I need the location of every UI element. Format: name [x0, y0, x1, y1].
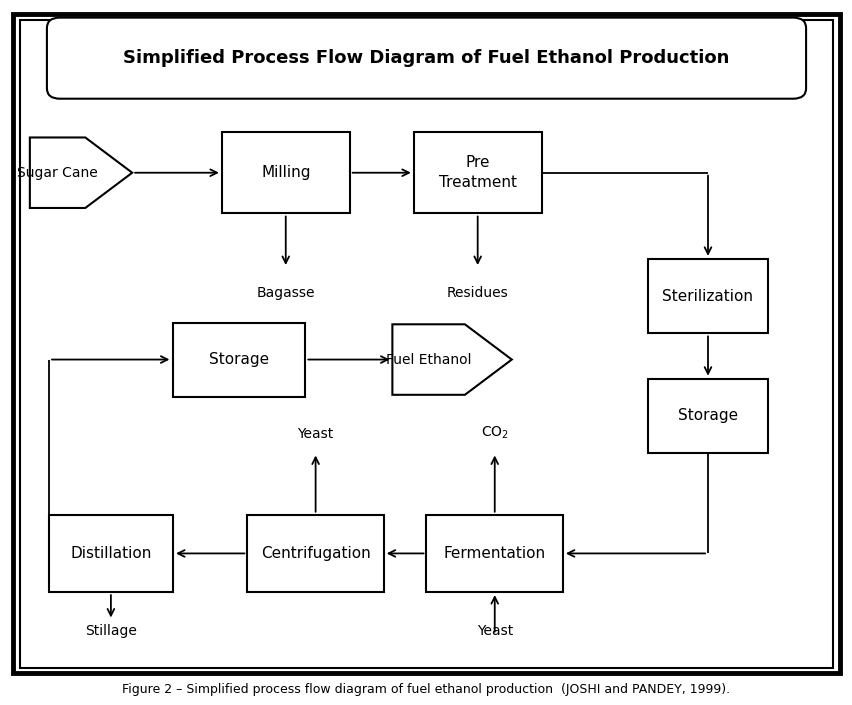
- Bar: [49, 515, 173, 592]
- Text: Centrifugation: Centrifugation: [261, 546, 370, 561]
- Text: CO$_2$: CO$_2$: [481, 424, 508, 441]
- Text: Milling: Milling: [261, 165, 310, 180]
- Bar: [247, 515, 383, 592]
- Text: Residues: Residues: [446, 286, 508, 300]
- Text: Simplified Process Flow Diagram of Fuel Ethanol Production: Simplified Process Flow Diagram of Fuel …: [124, 49, 728, 67]
- Bar: [413, 133, 541, 213]
- Text: Storage: Storage: [209, 352, 268, 367]
- Text: Pre
Treatment: Pre Treatment: [438, 155, 516, 190]
- Bar: [648, 259, 767, 333]
- Text: Fuel Ethanol: Fuel Ethanol: [385, 352, 471, 367]
- Bar: [172, 323, 305, 396]
- Text: Stillage: Stillage: [85, 624, 136, 638]
- FancyBboxPatch shape: [47, 18, 805, 99]
- Bar: [426, 515, 562, 592]
- Text: Yeast: Yeast: [476, 624, 512, 638]
- Polygon shape: [30, 137, 132, 208]
- Text: Sugar Cane: Sugar Cane: [17, 166, 98, 180]
- Text: Storage: Storage: [677, 408, 737, 424]
- Bar: [648, 379, 767, 453]
- Text: Sterilization: Sterilization: [662, 288, 752, 304]
- Text: Fermentation: Fermentation: [443, 546, 545, 561]
- Text: Yeast: Yeast: [297, 427, 333, 441]
- Text: Distillation: Distillation: [70, 546, 152, 561]
- Text: Figure 2 – Simplified process flow diagram of fuel ethanol production  (JOSHI an: Figure 2 – Simplified process flow diagr…: [123, 683, 729, 696]
- Polygon shape: [392, 324, 511, 395]
- Bar: [222, 133, 349, 213]
- Text: Bagasse: Bagasse: [256, 286, 314, 300]
